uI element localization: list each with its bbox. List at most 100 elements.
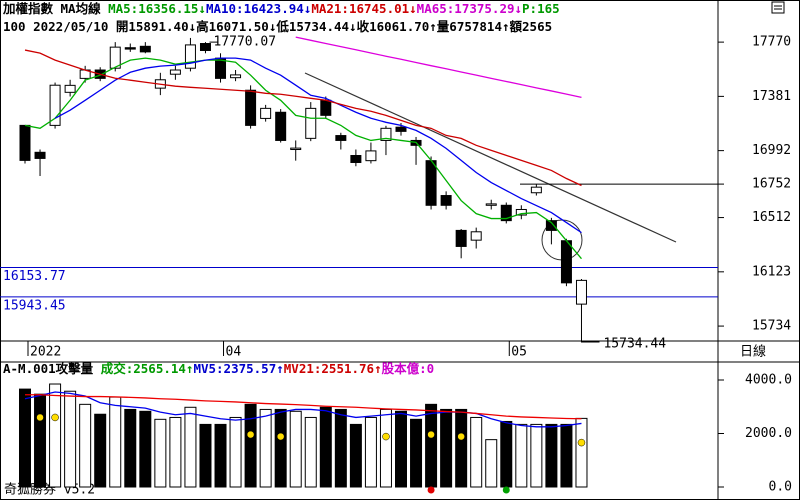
- volume-bar: [500, 420, 513, 488]
- legend-text: A-M.001攻擊量 成交:2565.14↑MV5:2375.57↑MV21:2…: [3, 361, 434, 376]
- y-tick-label: 15734: [752, 319, 791, 334]
- candle-body: [290, 147, 302, 151]
- volume-bar: [515, 423, 528, 488]
- volume-bar: [410, 418, 423, 488]
- candle-body: [470, 231, 482, 241]
- candle-body: [245, 89, 257, 126]
- volume-bar: [425, 403, 438, 488]
- volume-bar: [124, 408, 137, 488]
- ma-line: [24, 49, 582, 187]
- candle-body: [440, 195, 452, 206]
- volume-bar: [154, 418, 167, 488]
- volume-bar: [485, 439, 498, 488]
- legend-entry: MA65:17375.29↓: [417, 1, 522, 16]
- candle-body: [199, 43, 211, 51]
- candle-body: [34, 151, 46, 159]
- candle-body: [275, 111, 287, 141]
- volume-bar: [64, 390, 77, 488]
- candle-body: [365, 150, 377, 162]
- volume-bar: [19, 388, 31, 488]
- volume-bar: [545, 423, 558, 488]
- legend-entry: 成交:2565.14↑: [101, 361, 194, 376]
- volume-bar: [109, 396, 122, 488]
- x-tick-label: 04: [226, 345, 242, 360]
- y-tick-label: 16512: [752, 210, 791, 225]
- y-tick-label: 2000.0: [745, 426, 792, 441]
- candle-body: [485, 203, 497, 206]
- legend-entry: 股本億:0: [382, 361, 435, 376]
- signal-dot: [577, 438, 586, 447]
- candle-body: [49, 84, 61, 126]
- candle-body: [350, 155, 362, 163]
- ma-line: [25, 394, 582, 420]
- legend-text: 100 2022/05/10 開15891.40↓高16071.50↓低1573…: [3, 19, 552, 34]
- y-tick-label: 16752: [752, 177, 791, 192]
- volume-bar: [244, 403, 257, 488]
- signal-dot: [36, 413, 44, 422]
- volume-bar: [364, 416, 377, 488]
- candle-body: [515, 208, 527, 216]
- candle-body: [530, 186, 542, 194]
- volume-bar: [184, 406, 197, 488]
- candle-body: [545, 220, 557, 231]
- candle-body: [320, 99, 332, 116]
- volume-bar: [259, 408, 272, 488]
- signal-dot: [457, 432, 465, 441]
- volume-bar: [94, 413, 107, 488]
- candle-body: [169, 69, 181, 75]
- volume-bar: [169, 416, 182, 488]
- candle-body: [335, 135, 347, 141]
- candle-body: [575, 279, 587, 305]
- volume-bar: [455, 408, 468, 488]
- legend-entry: P:165: [522, 1, 560, 16]
- volume-bar: [440, 408, 453, 488]
- volume-bar: [349, 423, 362, 488]
- candle-body: [395, 126, 407, 132]
- volume-bar: [199, 423, 212, 488]
- signal-dot: [427, 430, 435, 439]
- legend-entry: 100 2022/05/10 開15891.40↓高16071.50↓低1573…: [3, 19, 552, 34]
- volume-bar: [334, 408, 347, 488]
- legend-entry: MV21:2551.76↑: [284, 361, 382, 376]
- signal-dot: [276, 432, 285, 441]
- y-tick-label: 16123: [752, 264, 791, 279]
- volume-bar: [319, 406, 332, 488]
- menu-icon[interactable]: [771, 1, 785, 14]
- signal-dot: [246, 430, 255, 439]
- candle-body: [184, 44, 196, 69]
- volume-bar: [395, 410, 407, 488]
- period-label: 日線: [740, 344, 766, 360]
- signal-dot: [51, 413, 59, 422]
- candle-body: [124, 47, 136, 50]
- volume-bar: [34, 393, 47, 488]
- legend-entry: MV5:2375.57↑: [193, 361, 283, 376]
- legend-text: 加權指數 MA均線 MA5:16356.15↓MA10:16423.94↓MA2…: [2, 1, 560, 16]
- y-tick-label: 16992: [752, 143, 791, 158]
- volume-bar: [79, 403, 92, 488]
- candle-body: [380, 127, 392, 141]
- ma-line: [24, 391, 582, 428]
- candle-body: [500, 204, 512, 222]
- legend-entry: MA21:16745.01↓: [311, 1, 416, 16]
- volume-bar: [530, 423, 543, 488]
- ma-line: [54, 57, 582, 234]
- volume-bar: [139, 410, 152, 488]
- volume-bar: [289, 410, 302, 488]
- candle-body: [64, 84, 76, 93]
- volume-bar: [214, 423, 227, 488]
- level-label: 16153.77: [3, 269, 66, 284]
- candle-body: [425, 160, 437, 206]
- candle-body: [19, 124, 31, 161]
- candle-body: [455, 229, 467, 247]
- legend-entry: MA10:16423.94↓: [206, 1, 311, 16]
- y-tick-label: 17770: [752, 35, 791, 50]
- volume-bar: [274, 408, 287, 488]
- annotation: 17770.07: [213, 35, 276, 50]
- volume-bar: [575, 417, 588, 488]
- candle-body: [139, 45, 151, 53]
- y-tick-label: 4000.0: [745, 373, 792, 388]
- volume-bar: [470, 416, 483, 488]
- y-tick-label: 17381: [752, 89, 791, 104]
- volume-bar: [49, 383, 62, 488]
- candle-body: [230, 74, 242, 79]
